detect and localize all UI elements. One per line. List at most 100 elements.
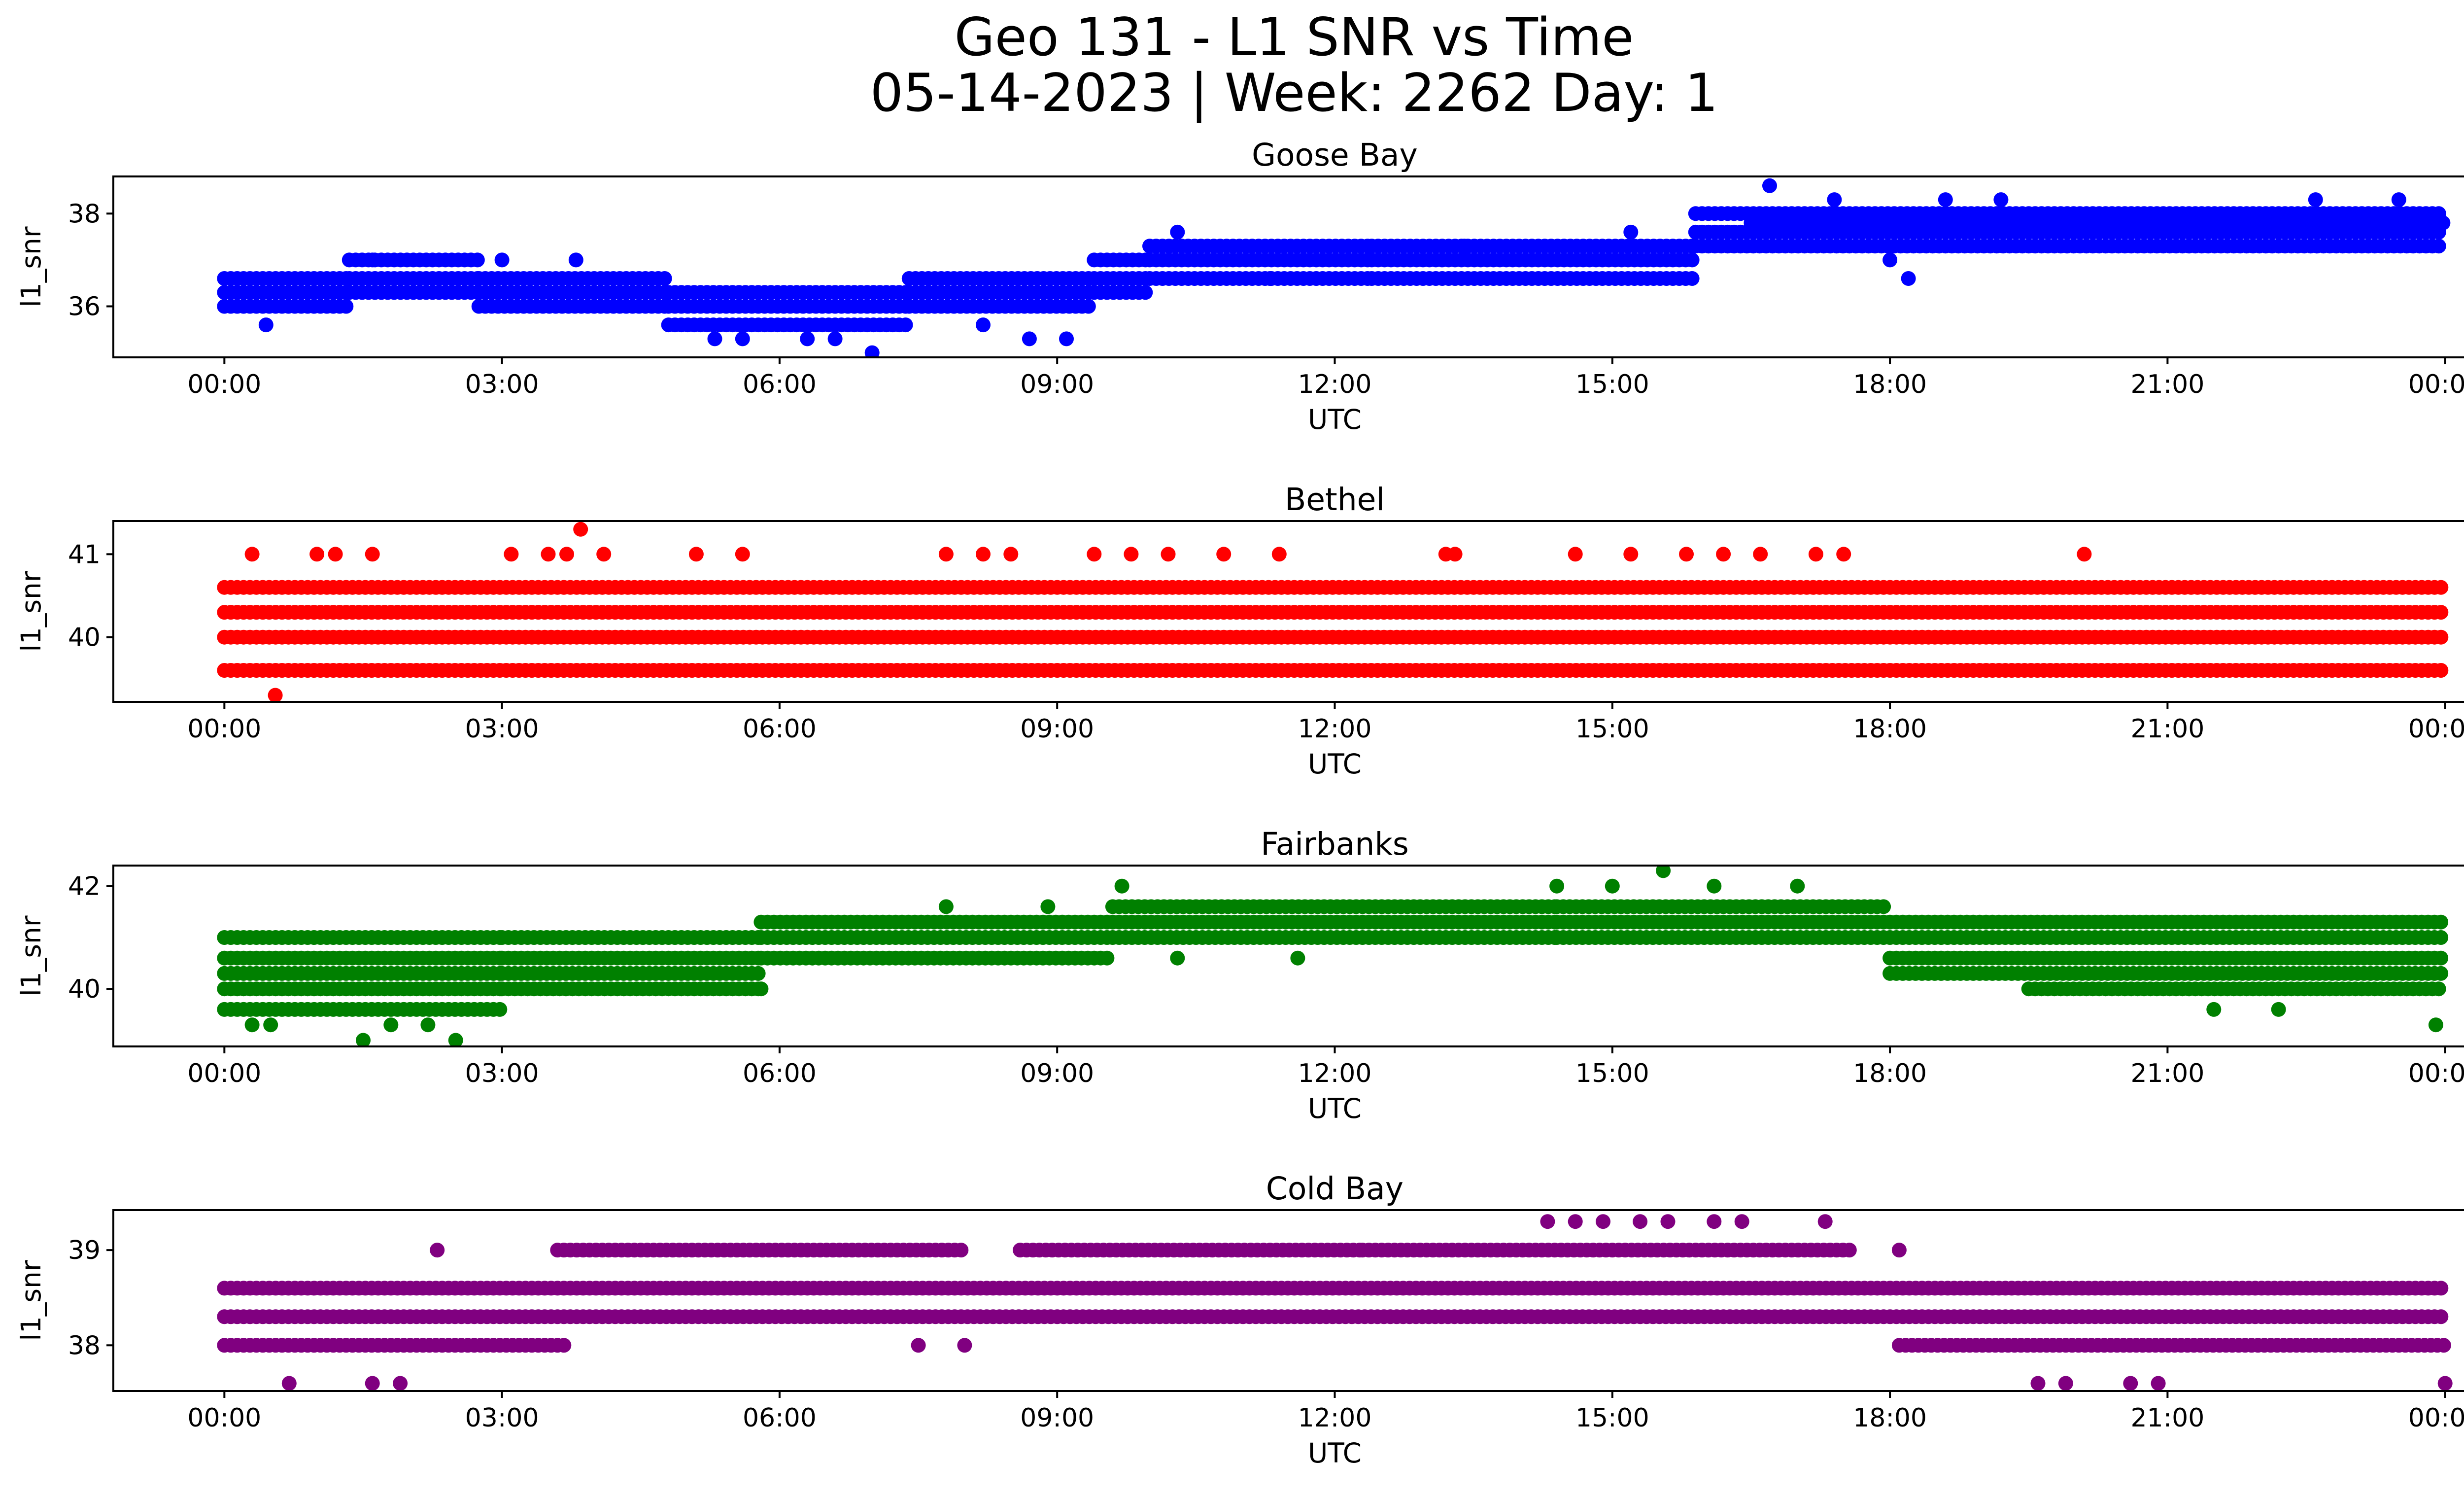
scatter-point: [258, 317, 274, 333]
x-tick-label: 06:00: [743, 1059, 817, 1088]
scatter-point: [448, 1033, 463, 1046]
x-tick-label: 15:00: [1575, 1059, 1649, 1088]
subplot-title: Fairbanks: [1261, 826, 1408, 862]
x-axis-label: UTC: [1308, 404, 1362, 435]
scatter-point: [1623, 224, 1639, 240]
scatter-point: [1568, 547, 1583, 562]
scatter-point: [2433, 663, 2449, 678]
x-tick-label: 00:00: [2408, 370, 2464, 399]
x-tick-label: 00:00: [187, 714, 261, 744]
scatter-point: [976, 547, 991, 562]
x-tick-label: 12:00: [1298, 370, 1372, 399]
x-tick-label: 21:00: [2130, 714, 2204, 744]
scatter-point: [2391, 192, 2406, 208]
scatter-point: [470, 252, 485, 268]
scatter-point: [1716, 547, 1731, 562]
scatter-point: [365, 252, 380, 268]
scatter-point: [1457, 239, 1472, 254]
x-tick-label: 12:00: [1298, 1059, 1372, 1088]
scatter-point: [309, 547, 325, 562]
x-tick-label: 09:00: [1020, 1059, 1094, 1088]
scatter-point: [657, 271, 672, 286]
scatter-point: [1762, 178, 1777, 193]
scatter-point: [1656, 866, 1671, 878]
scatter-points: [217, 1214, 2453, 1391]
scatter-point: [1170, 950, 1185, 966]
scatter-point: [420, 1017, 436, 1033]
scatter-point: [492, 1002, 508, 1017]
scatter-point: [2433, 629, 2449, 645]
y-axis-label: l1_snr: [15, 915, 47, 996]
x-tick-label: 21:00: [2130, 1059, 2204, 1088]
y-axis-label: l1_snr: [15, 571, 47, 652]
x-tick-label: 03:00: [465, 370, 539, 399]
figure-title-line1: Geo 131 - L1 SNR vs Time: [954, 7, 1634, 68]
scatter-point: [568, 252, 583, 268]
scatter-point: [1753, 547, 1768, 562]
scatter-point: [1138, 285, 1153, 300]
x-tick-label: 09:00: [1020, 714, 1094, 744]
scatter-point: [1679, 547, 1694, 562]
scatter-point: [1623, 547, 1639, 562]
scatter-point: [2433, 950, 2449, 966]
scatter-point: [2428, 1017, 2443, 1033]
scatter-point: [2431, 981, 2446, 997]
y-tick-label: 36: [68, 292, 101, 321]
scatter-point: [383, 1017, 399, 1033]
x-tick-label: 21:00: [2130, 370, 2204, 399]
scatter-point: [2433, 580, 2449, 595]
subplot-fairbanks: Fairbanks 00:00 03:00 06:00 09:00 12:00 15:00 1…: [15, 826, 2464, 1124]
x-tick-label: 15:00: [1575, 370, 1649, 399]
scatter-point: [268, 688, 283, 702]
scatter-point: [1605, 878, 1620, 894]
scatter-point: [827, 331, 843, 347]
scatter-point: [1993, 192, 2009, 208]
scatter-point: [1882, 252, 1898, 268]
scatter-point: [753, 981, 769, 997]
scatter-point: [1040, 899, 1056, 914]
scatter-point: [2206, 1002, 2222, 1017]
scatter-point: [2436, 1338, 2451, 1353]
scatter-point: [800, 331, 815, 347]
scatter-point: [1087, 547, 1102, 562]
x-tick-label: 18:00: [1853, 370, 1927, 399]
scatter-point: [1022, 331, 1037, 347]
y-tick-label: 40: [68, 623, 101, 653]
scatter-point: [1707, 878, 1722, 894]
scatter-point: [1290, 950, 1305, 966]
scatter-point: [596, 547, 612, 562]
scatter-points: [217, 866, 2449, 1046]
scatter-point: [2433, 605, 2449, 620]
y-tick-label: 38: [68, 199, 101, 229]
x-axis-label: UTC: [1308, 1093, 1362, 1124]
scatter-point: [938, 899, 954, 914]
scatter-point: [2433, 966, 2449, 981]
scatter-point: [707, 331, 722, 347]
scatter-point: [1447, 547, 1463, 562]
subplot-title: Goose Bay: [1252, 137, 1418, 173]
x-tick-label: 18:00: [1853, 1059, 1927, 1088]
scatter-point: [365, 547, 380, 562]
scatter-point: [864, 345, 880, 357]
scatter-point: [1808, 547, 1823, 562]
scatter-point: [2435, 215, 2451, 231]
scatter-point: [1059, 331, 1074, 347]
scatter-point: [938, 547, 954, 562]
x-tick-label: 03:00: [465, 1059, 539, 1088]
scatter-point: [751, 966, 766, 981]
scatter-point: [2308, 192, 2323, 208]
scatter-point: [2433, 930, 2449, 945]
x-tick-label: 06:00: [743, 714, 817, 744]
scatter-point: [2271, 1002, 2286, 1017]
x-axis-label: UTC: [1308, 748, 1362, 780]
scatter-point: [954, 1243, 969, 1258]
y-tick-label: 42: [68, 872, 101, 902]
y-axis-label: l1_snr: [15, 226, 47, 307]
scatter-point: [1124, 547, 1139, 562]
x-tick-label: 00:00: [187, 1059, 261, 1088]
scatter-point: [735, 547, 750, 562]
scatter-point: [356, 1033, 371, 1046]
y-tick-label: 41: [68, 540, 101, 569]
